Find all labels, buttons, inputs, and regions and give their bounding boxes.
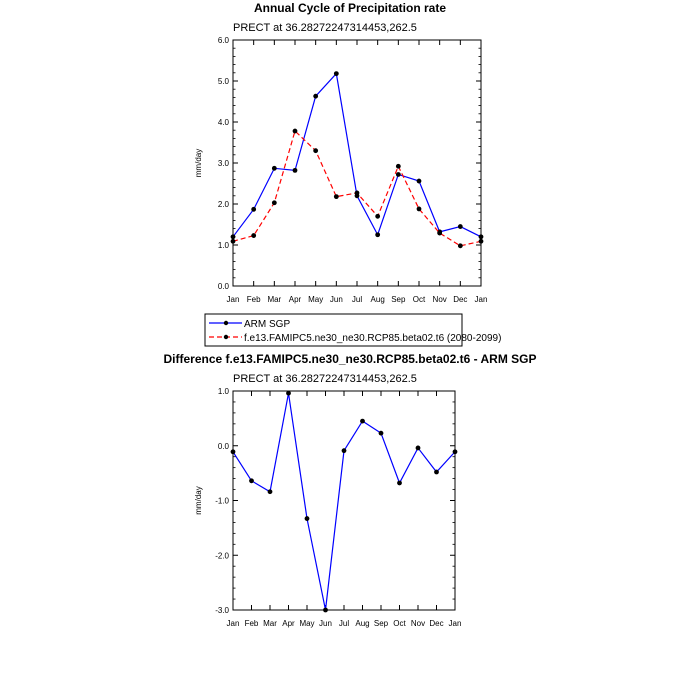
chart2-xtick-label: Oct <box>393 619 406 628</box>
chart1-subtitle: PRECT at 36.28272247314453,262.5 <box>233 22 417 34</box>
chart1-series-2-point <box>251 233 257 238</box>
chart1-xtick-label: Aug <box>371 295 385 304</box>
chart2-xtick-label: Jun <box>319 619 332 628</box>
chart1-series-1-point <box>457 224 463 229</box>
chart2-xtick-label: May <box>299 619 314 628</box>
chart1-ytick-label: 6.0 <box>218 36 230 45</box>
chart1-xtick-label: Apr <box>289 295 302 304</box>
chart1-series-1-line <box>232 72 482 238</box>
chart1-series-1-point <box>375 232 381 238</box>
chart2-series-1-point <box>434 469 439 475</box>
chart1-xtick-label: Sep <box>391 295 406 304</box>
chart1-xtick-label: Oct <box>413 295 426 304</box>
chart1-ytick-label: 2.0 <box>218 200 230 209</box>
chart1-plot: 0.0 1.0 2.0 3.0 4.0 5.0 6.0 Jan Feb Mar Apr May Jun J… <box>194 36 487 304</box>
legend-marker-model <box>223 334 229 340</box>
chart1-series-1-point <box>416 178 422 184</box>
chart1-title: Annual Cycle of Precipitation rate <box>254 1 446 15</box>
chart1-series-2-point <box>313 148 319 154</box>
chart2-ylabel: mm/day <box>194 486 203 514</box>
chart2-ytick-label: 1.0 <box>218 387 230 396</box>
chart1-series-1-point <box>271 165 277 171</box>
chart1-ytick-label: 0.0 <box>218 282 230 291</box>
legend-box <box>204 313 463 347</box>
chart2-series-1-point <box>415 445 421 451</box>
legend-label-arm-sgp: ARM SGP <box>244 319 290 330</box>
chart2-subtitle: PRECT at 36.28272247314453,262.5 <box>233 373 417 385</box>
chart1-series-2-line <box>232 129 482 247</box>
legend-marker-arm-sgp <box>223 320 229 326</box>
chart1-xtick-label: Dec <box>453 295 467 304</box>
chart1-series-2-point <box>271 200 277 206</box>
chart2-frame <box>232 390 456 611</box>
chart1-series-2-point <box>416 206 422 212</box>
chart2-xtick-label: Jan <box>449 619 462 628</box>
chart2-series-1-point <box>378 430 384 436</box>
chart2-xtick-label: Dec <box>429 619 443 628</box>
chart2-xtick-label: Mar <box>263 619 277 628</box>
chart1-series-2-point <box>437 230 443 236</box>
chart1-xtick-label: May <box>308 295 323 304</box>
chart2-series-1-point <box>267 489 273 495</box>
chart2-series-1-point <box>397 480 402 486</box>
chart1-xtick-label: Nov <box>433 295 447 304</box>
chart1-series-1-point <box>395 172 401 177</box>
chart1-xtick-label: Jan <box>227 295 240 304</box>
chart2-series-1-point <box>286 390 291 396</box>
chart2-title: Difference f.e13.FAMIPC5.ne30_ne30.RCP85… <box>163 352 536 366</box>
chart1-series-2-point <box>457 243 463 249</box>
chart2-series-1-point <box>249 478 254 484</box>
chart1-ytick-label: 5.0 <box>218 77 230 86</box>
chart1-series-2-point <box>230 238 236 244</box>
chart1-series-2-point <box>333 194 339 200</box>
chart2-series-1-point <box>360 418 365 424</box>
chart1-ytick-label: 4.0 <box>218 118 230 127</box>
chart1-xtick-label: Jun <box>330 295 343 304</box>
chart1-series-1-point <box>313 93 319 99</box>
chart1-ytick-label: 3.0 <box>218 159 230 168</box>
chart2-plot: -3.0 -2.0 -1.0 0.0 1.0 Jan Feb Mar Apr May Jun Jul A… <box>194 387 461 628</box>
chart1-xtick-label: Jan <box>475 295 488 304</box>
chart2-series-1-line <box>232 393 456 611</box>
chart2-series-1-point <box>341 448 347 454</box>
chart1-series-1-point <box>292 167 298 173</box>
chart1-series-1-point <box>230 234 236 240</box>
chart1-series-2-point <box>478 238 484 244</box>
chart2-xtick-label: Nov <box>411 619 425 628</box>
chart2-ytick-label: -2.0 <box>215 551 229 560</box>
chart1-series-1-point <box>251 206 257 212</box>
chart1-series-1-point <box>333 71 339 77</box>
chart2-ytick-label: -3.0 <box>215 606 229 615</box>
chart1-series-1-point <box>478 234 484 240</box>
chart1-xtick-label: Jul <box>352 295 362 304</box>
chart1-series-2-point <box>375 213 381 219</box>
chart2-ytick-label: 0.0 <box>218 442 230 451</box>
chart1-series-2-point <box>395 163 401 169</box>
chart1-series-2-point <box>292 128 298 134</box>
chart2-xtick-label: Apr <box>282 619 295 628</box>
chart2-xtick-label: Aug <box>355 619 369 628</box>
chart2-xtick-label: Jan <box>227 619 240 628</box>
chart1-frame <box>232 39 482 287</box>
chart1-xtick-label: Feb <box>247 295 261 304</box>
chart2-series-1-point <box>304 516 310 521</box>
chart1-xtick-label: Mar <box>267 295 281 304</box>
chart2-series-1-point <box>323 607 328 613</box>
chart2-xtick-label: Sep <box>374 619 389 628</box>
chart2-xtick-label: Jul <box>339 619 349 628</box>
chart2-xtick-label: Feb <box>245 619 259 628</box>
chart1-ytick-label: 1.0 <box>218 241 230 250</box>
chart1-series-2-point <box>354 190 360 196</box>
chart1-legend: ARM SGP f.e13.FAMIPC5.ne30_ne30.RCP85.be… <box>204 313 501 347</box>
chart2-series-1-point <box>452 449 458 455</box>
legend-label-model: f.e13.FAMIPC5.ne30_ne30.RCP85.beta02.t6 … <box>244 333 501 344</box>
chart1-ylabel: mm/day <box>194 149 203 177</box>
chart2-series-1-point <box>230 449 236 455</box>
chart2-ytick-label: -1.0 <box>215 497 229 506</box>
